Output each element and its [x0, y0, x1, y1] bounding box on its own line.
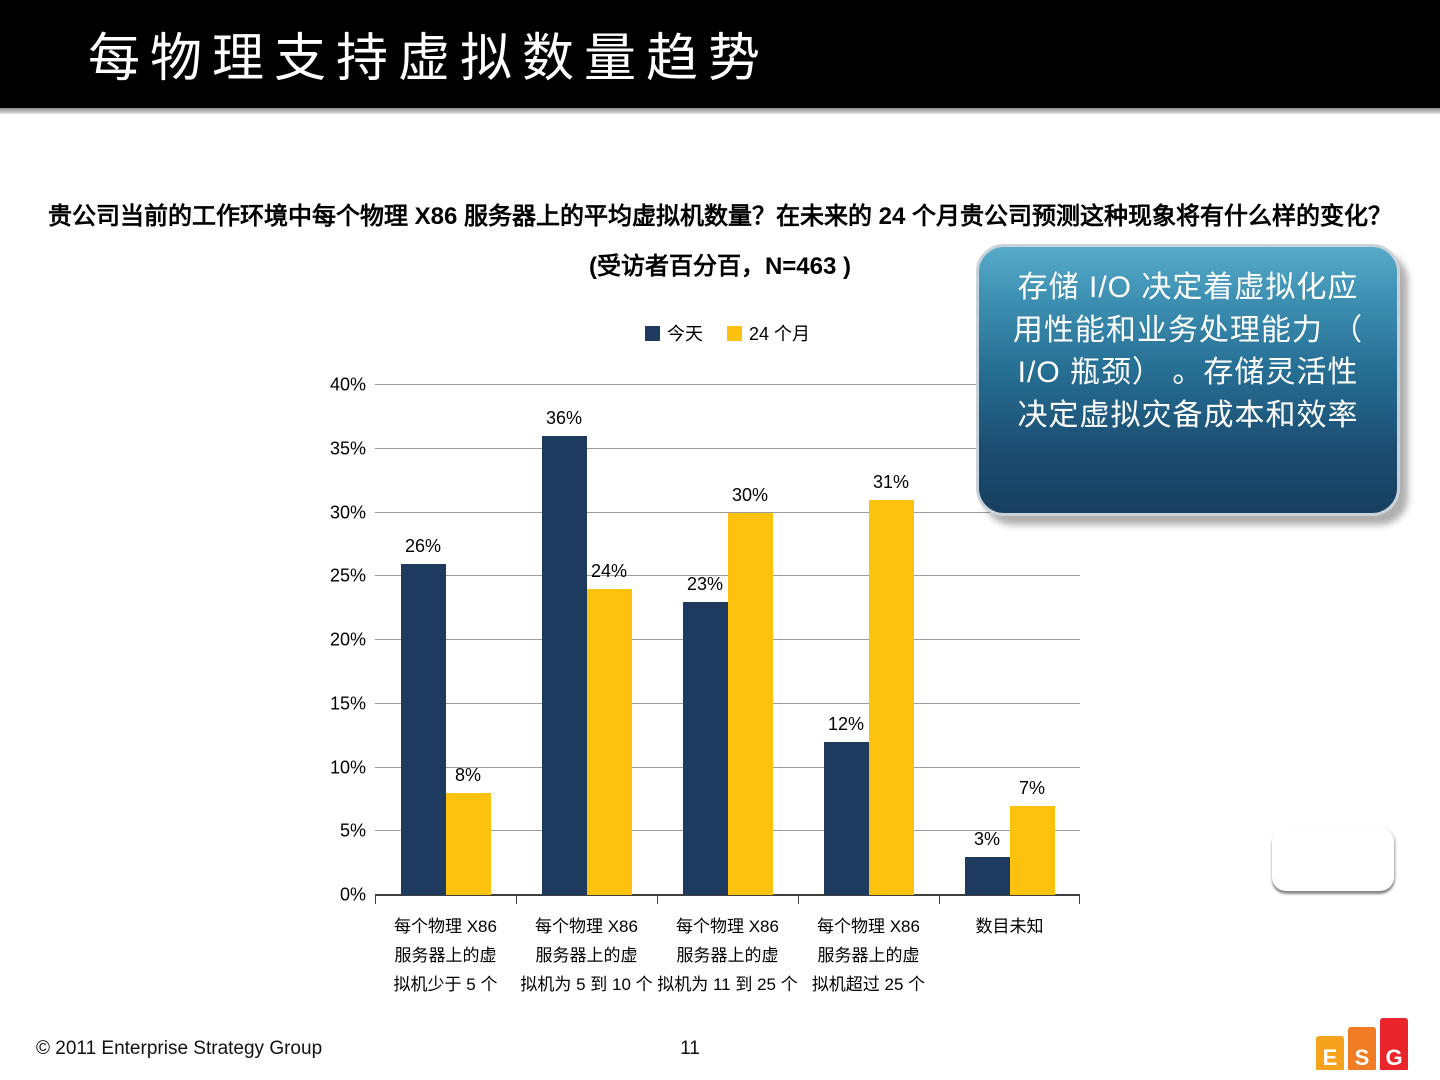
bar-24 个月-5	[1009, 805, 1055, 895]
empty-callout-box	[1272, 828, 1394, 891]
callout-box: 存储 I/O 决定着虚拟化应用性能和业务处理能力 （ I/O 瓶颈） 。存储灵活…	[976, 244, 1400, 516]
y-tick-label: 15%	[329, 693, 366, 714]
bar-value-label: 31%	[872, 471, 910, 492]
legend-swatch-icon	[644, 325, 660, 341]
category-label: 数目未知	[975, 917, 1044, 936]
bar-value-label: 36%	[545, 408, 583, 428]
bar-今天-2	[541, 436, 587, 895]
y-tick-label: 0%	[339, 884, 366, 905]
x-axis-category-labels: 每个物理 X86 服务器上的虚 拟机少于 5 个每个物理 X86 服务器上的虚 …	[375, 912, 1080, 1032]
category-label: 每个物理 X86 服务器上的虚 拟机为 5 到 10 个	[520, 917, 653, 994]
y-tick-label: 30%	[329, 502, 366, 522]
legend-label: 24 个月	[748, 324, 811, 344]
esg-logo-bar-s: S	[1348, 1027, 1376, 1070]
bar-value-label: 24%	[590, 561, 628, 581]
category-label: 每个物理 X86 服务器上的虚 拟机超过 25 个	[811, 917, 926, 994]
gridline	[375, 384, 1080, 385]
x-axis-tick	[798, 895, 799, 904]
y-tick-label: 5%	[339, 820, 366, 841]
bar-value-label: 26%	[404, 535, 442, 556]
chart-question-title: 贵公司当前的工作环境中每个物理 X86 服务器上的平均虚拟机数量？在未来的 24…	[47, 203, 1393, 230]
page-title: 每物理支持虚拟数量趋势	[88, 31, 771, 88]
bar-24 个月-1	[445, 793, 491, 895]
esg-logo-bar-g: G	[1380, 1018, 1408, 1070]
y-tick-label: 10%	[329, 757, 366, 777]
legend-item: 今天	[644, 320, 703, 346]
x-axis-tick	[939, 895, 940, 904]
bar-24 个月-4	[868, 499, 914, 895]
gridline	[375, 447, 1080, 449]
bar-chart-plot-area: 26% 36% 23% 12% 3% 8% 24% 30% 31% 7%	[375, 384, 1080, 904]
header-shadow-strip	[0, 108, 1440, 114]
x-axis-line	[375, 894, 1080, 896]
x-axis-tick	[516, 895, 517, 904]
x-axis-tick	[375, 895, 376, 904]
legend-swatch-icon	[726, 325, 742, 341]
y-axis-labels: 0% 5% 10% 15% 20% 25% 30% 35% 40%	[290, 375, 366, 905]
chart-question-subtitle: (受访者百分百，N=463 )	[588, 253, 852, 280]
bar-value-label: 30%	[731, 484, 769, 505]
category-label: 每个物理 X86 服务器上的虚 拟机少于 5 个	[393, 917, 498, 994]
bar-24 个月-2	[586, 589, 632, 895]
legend-label: 今天	[666, 324, 703, 344]
y-tick-label: 40%	[329, 374, 366, 395]
x-axis-tick	[657, 895, 658, 904]
y-tick-label: 35%	[329, 438, 366, 459]
legend-item: 24 个月	[726, 320, 811, 346]
bar-value-label: 23%	[686, 573, 724, 594]
bar-今天-4	[823, 742, 869, 895]
bar-value-label: 3%	[973, 828, 1000, 849]
bar-今天-1	[400, 563, 446, 895]
bar-value-label: 7%	[1018, 777, 1045, 798]
y-tick-label: 20%	[329, 629, 366, 650]
slide-page-number: 11	[680, 1038, 700, 1059]
bar-今天-5	[964, 856, 1010, 895]
category-label: 每个物理 X86 服务器上的虚 拟机为 11 到 25 个	[657, 917, 798, 994]
chart-legend: 今天 24 个月	[375, 320, 1080, 346]
y-tick-label: 25%	[329, 565, 366, 586]
callout-text: 存储 I/O 决定着虚拟化应用性能和业务处理能力 （ I/O 瓶颈） 。存储灵活…	[1012, 271, 1364, 432]
x-axis-tick	[1079, 895, 1080, 904]
bar-value-label: 8%	[454, 765, 481, 785]
bar-value-label: 12%	[827, 714, 865, 734]
gridline	[375, 511, 1080, 513]
footer-copyright: © 2011 Enterprise Strategy Group	[36, 1038, 323, 1059]
header-bar: 每物理支持虚拟数量趋势	[0, 0, 1440, 108]
bar-24 个月-3	[727, 512, 773, 895]
esg-logo-bar-e: E	[1316, 1036, 1344, 1070]
bar-今天-3	[682, 601, 728, 895]
